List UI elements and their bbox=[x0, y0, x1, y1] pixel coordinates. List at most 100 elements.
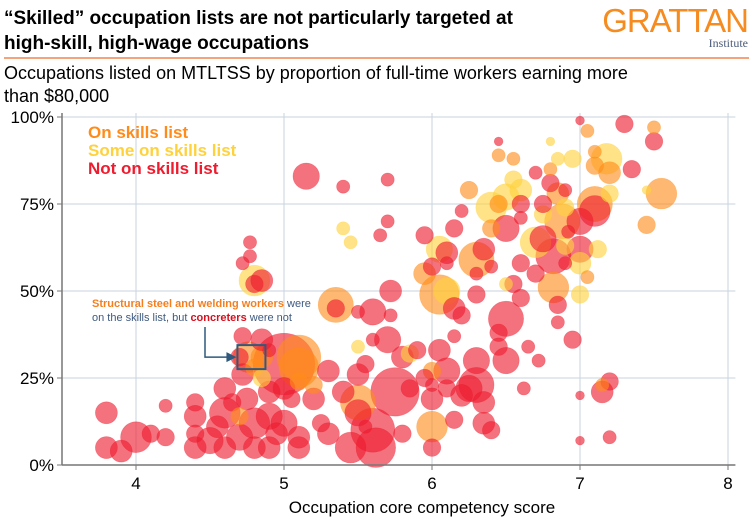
bubble-on-skills-list bbox=[489, 194, 508, 214]
headline-line-2: high-skill, high-wage occupations bbox=[4, 33, 310, 54]
logo-subtitle: Institute bbox=[708, 36, 748, 50]
headline-line-1: “Skilled” occupation lists are not parti… bbox=[4, 8, 513, 29]
legend-item-some-on-list: Some on skills list bbox=[88, 141, 237, 160]
annotation-text: were not bbox=[247, 312, 292, 324]
bubble-not-on-skills-list bbox=[472, 237, 496, 261]
annotation-highlight-steel: Structural steel and welding workers bbox=[92, 298, 284, 310]
bubble-some-on-skills-list bbox=[504, 170, 523, 189]
bubble-some-on-skills-list bbox=[556, 198, 575, 217]
annotation-line-1: Structural steel and welding workers wer… bbox=[92, 298, 311, 310]
bubble-not-on-skills-list bbox=[447, 329, 462, 344]
bubble-not-on-skills-list bbox=[380, 172, 395, 187]
bubble-not-on-skills-list bbox=[235, 256, 250, 271]
bubble-not-on-skills-list bbox=[156, 428, 175, 447]
bubble-not-on-skills-list bbox=[408, 341, 427, 360]
bubble-not-on-skills-list bbox=[511, 254, 530, 273]
bubble-not-on-skills-list bbox=[516, 381, 531, 396]
bubble-not-on-skills-list bbox=[472, 391, 496, 414]
bubble-not-on-skills-list bbox=[548, 295, 567, 315]
bubble-not-on-skills-list bbox=[445, 410, 464, 429]
bubble-not-on-skills-list bbox=[526, 264, 545, 283]
bubble-not-on-skills-list bbox=[469, 266, 484, 281]
bubble-not-on-skills-list bbox=[287, 436, 311, 459]
x-tick-label: 7 bbox=[575, 474, 584, 493]
bubble-not-on-skills-list bbox=[558, 256, 573, 271]
bubble-not-on-skills-list bbox=[428, 338, 451, 362]
bubble-some-on-skills-list bbox=[600, 184, 619, 203]
bubble-not-on-skills-list bbox=[109, 439, 133, 463]
bubble-layer bbox=[95, 114, 678, 468]
bubble-not-on-skills-list bbox=[437, 379, 456, 398]
bubble-not-on-skills-list bbox=[529, 225, 557, 253]
y-tick-label: 50% bbox=[20, 282, 54, 301]
bubble-not-on-skills-list bbox=[380, 214, 395, 229]
x-tick-label: 6 bbox=[427, 474, 436, 493]
bubble-not-on-skills-list bbox=[344, 399, 372, 427]
bubble-not-on-skills-list bbox=[334, 431, 367, 464]
bubble-some-on-skills-list bbox=[556, 236, 575, 255]
header-divider bbox=[4, 57, 749, 59]
bubble-not-on-skills-list bbox=[311, 414, 331, 433]
bubble-not-on-skills-list bbox=[245, 274, 264, 294]
bubble-not-on-skills-list bbox=[379, 279, 402, 303]
y-tick-label: 0% bbox=[29, 456, 54, 475]
bubble-not-on-skills-list bbox=[383, 308, 398, 323]
bubble-on-skills-list bbox=[585, 156, 604, 175]
bubble-on-skills-list bbox=[647, 120, 661, 135]
bubble-not-on-skills-list bbox=[158, 398, 173, 413]
bubble-not-on-skills-list bbox=[575, 115, 585, 126]
bubble-not-on-skills-list bbox=[533, 194, 553, 214]
y-tick-label: 100% bbox=[11, 108, 54, 127]
bubble-not-on-skills-list bbox=[292, 162, 320, 190]
bubble-not-on-skills-list bbox=[425, 378, 439, 392]
bubble-not-on-skills-list bbox=[415, 226, 434, 245]
bubble-not-on-skills-list bbox=[602, 430, 617, 445]
annotation-highlight-box bbox=[236, 344, 267, 371]
bubble-on-skills-list bbox=[587, 144, 602, 159]
bubble-not-on-skills-list bbox=[326, 299, 345, 318]
bubble-not-on-skills-list bbox=[95, 401, 118, 425]
bubble-not-on-skills-list bbox=[541, 174, 560, 193]
bubble-on-skills-list bbox=[543, 162, 558, 177]
bubble-on-skills-list bbox=[416, 411, 448, 443]
bubble-not-on-skills-list bbox=[282, 389, 301, 409]
bubble-some-on-skills-list bbox=[588, 240, 607, 259]
bubble-not-on-skills-list bbox=[484, 259, 499, 274]
logo-wordmark: GRATTAN bbox=[602, 2, 749, 39]
bubble-not-on-skills-list bbox=[493, 136, 504, 147]
legend-item-on-list: On skills list bbox=[88, 123, 188, 142]
bubble-on-skills-list bbox=[645, 177, 678, 210]
bubble-on-skills-list bbox=[506, 151, 521, 166]
bubble-not-on-skills-list bbox=[513, 210, 528, 225]
bubble-not-on-skills-list bbox=[561, 224, 576, 239]
y-tick-label: 75% bbox=[20, 195, 54, 214]
annotation-arrow-head bbox=[226, 352, 237, 363]
bubble-not-on-skills-list bbox=[489, 337, 508, 356]
bubble-not-on-skills-list bbox=[393, 424, 412, 443]
bubble-not-on-skills-list bbox=[445, 219, 464, 238]
legend-item-not-on-list: Not on skills list bbox=[88, 159, 219, 178]
tick-labels: 4 5 6 7 8 0% 25% 50% 75% 100% bbox=[11, 108, 733, 493]
x-axis-title: Occupation core competency score bbox=[289, 498, 555, 517]
bubble-not-on-skills-list bbox=[644, 132, 664, 151]
bubble-not-on-skills-list bbox=[452, 306, 471, 325]
chart-headline: “Skilled” occupation lists are not parti… bbox=[4, 6, 604, 56]
bubble-not-on-skills-list bbox=[400, 379, 419, 398]
bubble-not-on-skills-list bbox=[317, 359, 340, 383]
x-tick-label: 4 bbox=[131, 474, 140, 493]
bubble-not-on-skills-list bbox=[213, 436, 237, 459]
bubble-not-on-skills-list bbox=[351, 304, 365, 319]
bubble-not-on-skills-list bbox=[511, 194, 530, 214]
annotation-arrow-line bbox=[204, 327, 228, 358]
bubble-not-on-skills-list bbox=[356, 355, 375, 374]
bubble-not-on-skills-list bbox=[528, 165, 543, 180]
y-tick-label: 25% bbox=[20, 369, 54, 388]
bubble-on-skills-list bbox=[637, 215, 656, 234]
bubble-not-on-skills-list bbox=[223, 393, 242, 412]
bubble-some-on-skills-list bbox=[563, 149, 582, 168]
bubble-some-on-skills-list bbox=[550, 151, 565, 166]
bubble-some-on-skills-list bbox=[351, 339, 365, 354]
bubble-not-on-skills-list bbox=[422, 257, 442, 276]
bubble-some-on-skills-list bbox=[570, 285, 590, 304]
